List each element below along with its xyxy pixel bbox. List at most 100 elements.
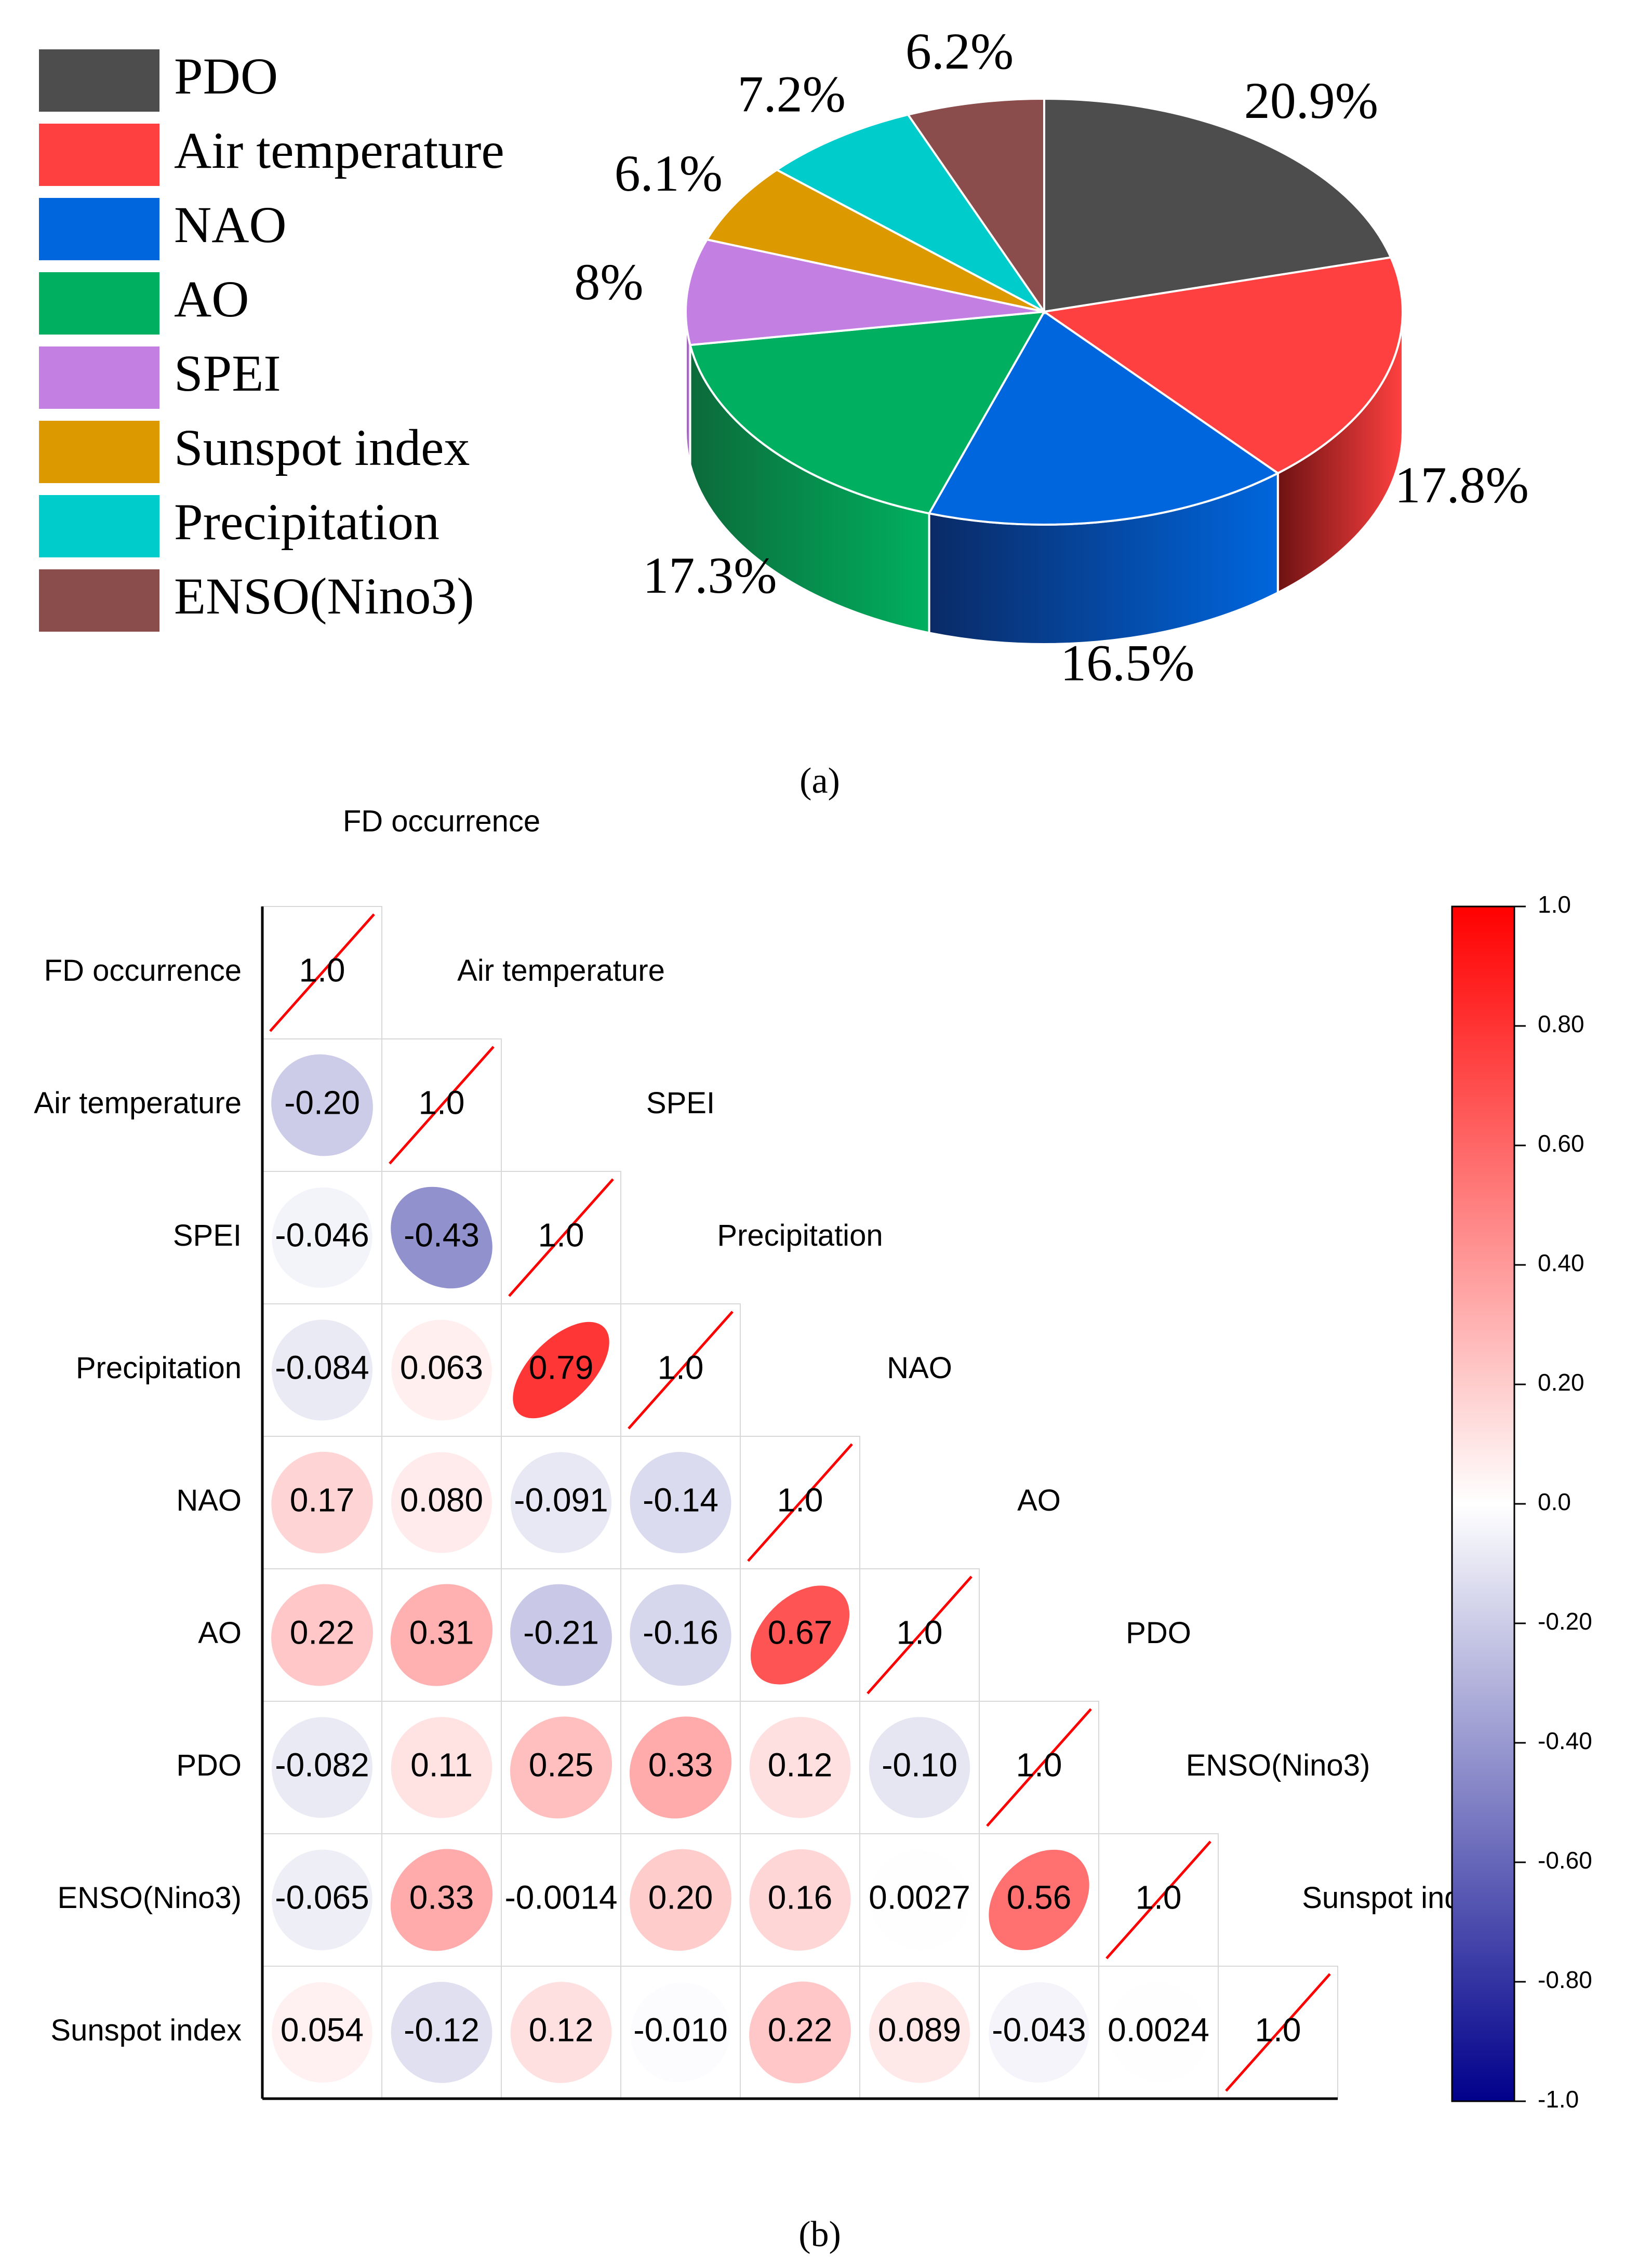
correlation-ellipse bbox=[989, 1982, 1089, 2083]
legend-swatch-enso-nino3 bbox=[39, 569, 159, 632]
legend-swatch-sunspot-index bbox=[39, 421, 159, 483]
correlation-ellipse bbox=[390, 1849, 493, 1951]
correlation-ellipse bbox=[272, 1849, 372, 1951]
correlation-ellipse bbox=[271, 1584, 373, 1686]
correlation-value: -0.065 bbox=[275, 1878, 369, 1916]
pie-value-label-pdo: 20.9% bbox=[1244, 72, 1378, 129]
correlation-value: 0.56 bbox=[1007, 1878, 1072, 1916]
pie-slice-precipitation bbox=[775, 113, 1045, 313]
pie-value-label-precipitation: 7.2% bbox=[738, 65, 846, 123]
correlation-ellipse bbox=[511, 1850, 611, 1950]
pie-chart: 20.9% 17.8% 16.5% 17.3% 8% 6.1% 7.2% 6.2% bbox=[574, 22, 1529, 691]
correlation-ellipse bbox=[630, 1849, 731, 1951]
legend-swatch-pdo bbox=[39, 49, 159, 112]
correlation-ellipse bbox=[630, 1584, 731, 1686]
correlation-ellipse bbox=[272, 1187, 372, 1288]
correlation-value: -0.10 bbox=[882, 1746, 957, 1783]
row-label-fd-occurrence: FD occurrence bbox=[44, 954, 242, 988]
legend-swatch-ao bbox=[39, 272, 159, 335]
correlation-ellipse bbox=[510, 1584, 612, 1686]
legend-label-precipitation: Precipitation bbox=[174, 493, 439, 551]
correlation-value: 0.20 bbox=[648, 1878, 713, 1916]
legend-label-spei: SPEI bbox=[174, 344, 281, 402]
correlation-value: 0.67 bbox=[768, 1613, 833, 1651]
pie-slice-enso-nino3 bbox=[906, 97, 1045, 315]
correlation-value: 0.063 bbox=[400, 1349, 483, 1386]
pie-slice-ao bbox=[688, 310, 1046, 515]
diagonal-line bbox=[508, 1178, 614, 1297]
correlation-value: -0.010 bbox=[633, 2011, 727, 2048]
pie-value-label-enso-nino3: 6.2% bbox=[905, 22, 1014, 80]
correlation-ellipse bbox=[630, 1451, 731, 1554]
diagonal-line bbox=[747, 1443, 853, 1562]
correlation-value: -0.20 bbox=[284, 1084, 360, 1121]
correlation-value: 0.79 bbox=[529, 1349, 594, 1386]
correlation-value: 0.25 bbox=[529, 1746, 594, 1783]
colorbar-tick-label: 1.0 bbox=[1538, 891, 1571, 918]
column-label-precipitation: Precipitation bbox=[717, 1219, 883, 1252]
diagonal-line bbox=[1225, 1973, 1331, 2092]
colorbar-tick-label: 0.40 bbox=[1538, 1249, 1584, 1276]
row-label-precipitation: Precipitation bbox=[76, 1351, 242, 1385]
correlation-value: -0.12 bbox=[404, 2011, 479, 2048]
legend-swatch-air-temperature bbox=[39, 124, 159, 186]
diagonal-line bbox=[269, 913, 375, 1032]
pie-value-label-ao: 17.3% bbox=[643, 546, 777, 604]
correlation-ellipse bbox=[750, 1585, 850, 1685]
column-label-spei: SPEI bbox=[646, 1086, 715, 1120]
pie-slice-sunspot-index bbox=[705, 168, 1045, 313]
correlation-value: 0.33 bbox=[648, 1746, 713, 1783]
legend-label-pdo: PDO bbox=[174, 47, 278, 105]
correlation-ellipse bbox=[749, 1981, 851, 2084]
row-label-pdo: PDO bbox=[176, 1749, 242, 1782]
correlation-value: 1.0 bbox=[777, 1481, 823, 1518]
correlation-value: -0.046 bbox=[275, 1216, 369, 1253]
colorbar-tick-label: -0.40 bbox=[1538, 1727, 1592, 1754]
correlation-value: 1.0 bbox=[1255, 2011, 1301, 2048]
correlation-matrix: 1.0 -0.20 1.0 -0.046 -0.43 1.0 -0.084 0.063 0.79… bbox=[34, 804, 1493, 2100]
legend-label-sunspot-index: Sunspot index bbox=[174, 419, 470, 476]
correlation-value: -0.21 bbox=[523, 1613, 599, 1651]
correlation-value: -0.14 bbox=[643, 1481, 718, 1518]
row-label-ao: AO bbox=[198, 1616, 242, 1650]
correlation-ellipse bbox=[272, 1982, 372, 2083]
diagonal-line bbox=[986, 1708, 1092, 1827]
pie-slice-spei bbox=[684, 238, 1045, 346]
diagonal-line bbox=[1105, 1840, 1211, 1959]
correlation-value: 1.0 bbox=[1016, 1746, 1062, 1783]
correlation-ellipse bbox=[629, 1716, 732, 1819]
correlation-ellipse bbox=[630, 1982, 731, 2083]
correlation-ellipse bbox=[989, 1849, 1089, 1951]
pie-legend: PDO Air temperature NAO AO SPEI Sunspot index… bbox=[39, 47, 504, 632]
column-label-fd-occurrence: FD occurrence bbox=[343, 804, 540, 838]
correlation-ellipse bbox=[271, 1054, 373, 1156]
pie-value-label-nao: 16.5% bbox=[1060, 634, 1194, 691]
correlation-value: 0.0027 bbox=[869, 1878, 970, 1916]
correlation-value: 1.0 bbox=[1136, 1878, 1182, 1916]
colorbar-gradient bbox=[1451, 905, 1515, 2102]
correlation-ellipse bbox=[510, 1716, 612, 1819]
row-label-enso-nino3: ENSO(Nino3) bbox=[57, 1881, 242, 1915]
pie-slice-air-temperature bbox=[1041, 256, 1404, 475]
correlation-value: 0.22 bbox=[290, 1613, 355, 1651]
legend-label-ao: AO bbox=[174, 270, 249, 328]
correlation-ellipse bbox=[391, 1982, 492, 2083]
correlation-value: 1.0 bbox=[538, 1216, 584, 1253]
correlation-value: -0.16 bbox=[643, 1613, 718, 1651]
correlation-ellipse bbox=[869, 1717, 970, 1818]
correlation-value: -0.082 bbox=[275, 1746, 369, 1783]
diagonal-line bbox=[389, 1046, 495, 1165]
legend-swatch-precipitation bbox=[39, 495, 159, 557]
column-label-pdo: PDO bbox=[1126, 1616, 1191, 1650]
correlation-value: 0.31 bbox=[409, 1613, 474, 1651]
correlation-value: -0.084 bbox=[275, 1349, 369, 1386]
pie-value-label-spei: 8% bbox=[574, 253, 643, 311]
correlation-ellipse bbox=[271, 1451, 373, 1554]
pie-slice-pdo bbox=[1043, 97, 1393, 313]
correlation-value: -0.091 bbox=[514, 1481, 608, 1518]
pie-value-label-air-temperature: 17.8% bbox=[1395, 456, 1529, 514]
row-label-air-temperature: Air temperature bbox=[34, 1086, 242, 1120]
correlation-value: 1.0 bbox=[299, 951, 345, 989]
correlation-value: 0.33 bbox=[409, 1878, 474, 1916]
